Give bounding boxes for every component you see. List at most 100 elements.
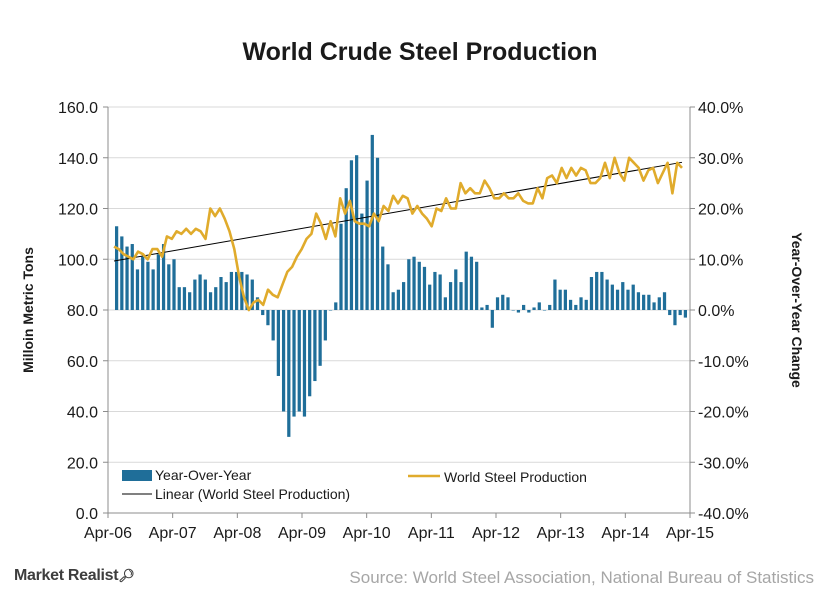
right-tick-label: 0.0% xyxy=(698,303,734,320)
yoy-bar xyxy=(365,180,369,310)
yoy-bar xyxy=(250,279,254,310)
yoy-bar xyxy=(219,277,223,310)
right-tick-label: 30.0% xyxy=(698,151,743,168)
yoy-bar xyxy=(391,292,395,310)
yoy-bars xyxy=(114,134,688,437)
y2-axis-title: Year-Over-Year Change xyxy=(789,232,805,388)
production-line-group xyxy=(113,156,683,312)
yoy-bar xyxy=(151,269,155,310)
left-tick-label: 60.0 xyxy=(67,354,98,371)
yoy-bar xyxy=(568,299,573,310)
yoy-bar xyxy=(276,310,280,376)
left-tick-label: 80.0 xyxy=(67,303,98,320)
yoy-bar xyxy=(527,310,531,313)
yoy-bar xyxy=(135,269,140,310)
yoy-bar xyxy=(245,274,249,310)
yoy-bar xyxy=(558,289,562,310)
yoy-bar xyxy=(156,254,160,310)
yoy-bar xyxy=(229,271,234,310)
yoy-bar xyxy=(297,310,301,412)
yoy-bar xyxy=(506,297,510,310)
yoy-bar xyxy=(417,261,421,310)
x-tick-label: Apr-11 xyxy=(408,525,455,542)
trendline-group xyxy=(113,161,683,262)
yoy-bar xyxy=(188,292,192,310)
yoy-bar xyxy=(589,277,594,310)
trendline xyxy=(113,161,683,262)
left-tick-label: 140.0 xyxy=(58,151,98,168)
yoy-bar xyxy=(287,310,291,437)
yoy-bar xyxy=(652,302,656,310)
yoy-bar xyxy=(360,213,364,310)
right-tick-label: -20.0% xyxy=(698,405,749,422)
yoy-bar xyxy=(161,244,166,310)
yoy-bar xyxy=(177,287,181,310)
yoy-bar xyxy=(438,274,442,310)
x-tick-label: Apr-10 xyxy=(343,525,391,542)
yoy-bar xyxy=(548,304,552,310)
yoy-bar xyxy=(328,310,333,311)
yoy-bar xyxy=(464,251,468,310)
yoy-bar xyxy=(349,160,354,310)
yoy-bar xyxy=(454,269,458,310)
x-tick-label: Apr-08 xyxy=(213,525,261,542)
yoy-bar xyxy=(214,287,218,310)
right-tick-label: -40.0% xyxy=(698,506,749,523)
yoy-bar xyxy=(475,261,479,310)
yoy-bar xyxy=(574,304,578,310)
yoy-bar xyxy=(339,223,343,310)
yoy-bar xyxy=(485,304,489,310)
yoy-bar xyxy=(344,188,348,310)
yoy-bar xyxy=(323,310,327,341)
yoy-bar xyxy=(495,297,500,310)
yoy-bar xyxy=(584,299,588,310)
yoy-bar xyxy=(146,261,150,310)
yoy-bar xyxy=(542,310,547,311)
yoy-bar xyxy=(198,274,202,310)
left-tick-label: 160.0 xyxy=(58,100,98,117)
right-tick-label: 20.0% xyxy=(698,202,743,219)
yoy-bar xyxy=(271,310,275,341)
legend-label-trendline: Linear (World Steel Production) xyxy=(155,486,350,502)
left-tick-label: 0.0 xyxy=(76,506,98,523)
yoy-bar xyxy=(172,259,176,310)
yoy-bar xyxy=(626,289,630,310)
yoy-bar xyxy=(537,302,541,310)
yoy-bar xyxy=(595,271,599,310)
yoy-bar xyxy=(120,236,124,310)
yoy-bar xyxy=(266,310,270,326)
yoy-bar xyxy=(480,307,484,310)
yoy-bar xyxy=(412,256,416,310)
yoy-bar xyxy=(318,310,322,366)
yoy-bar xyxy=(443,297,447,310)
yoy-bar xyxy=(302,310,307,417)
x-tick-label: Apr-09 xyxy=(278,525,326,542)
yoy-bar xyxy=(381,246,385,310)
yoy-bar xyxy=(401,282,406,310)
yoy-bar xyxy=(553,279,557,310)
yoy-bar xyxy=(662,292,667,310)
yoy-bar xyxy=(631,284,635,310)
yoy-bar xyxy=(678,310,682,316)
yoy-bar xyxy=(579,297,583,310)
x-tick-label: Apr-13 xyxy=(537,525,585,542)
chart-title: World Crude Steel Production xyxy=(242,38,598,66)
yoy-bar xyxy=(182,287,187,310)
yoy-bar xyxy=(459,282,463,310)
yoy-bar xyxy=(605,279,609,310)
yoy-bar xyxy=(668,310,672,316)
yoy-bar xyxy=(203,279,207,310)
x-tick-label: Apr-12 xyxy=(472,525,520,542)
yoy-bar xyxy=(516,310,521,313)
yoy-bar xyxy=(114,226,119,310)
legend-label-yoy: Year-Over-Year xyxy=(155,467,252,483)
yoy-bar xyxy=(469,256,474,310)
yoy-bar xyxy=(281,310,286,412)
yoy-bar xyxy=(501,294,505,310)
yoy-bar xyxy=(386,264,390,310)
source-note: Source: World Steel Association, Nationa… xyxy=(349,568,814,587)
yoy-bar xyxy=(673,310,677,326)
yoy-bar xyxy=(433,271,437,310)
yoy-bar xyxy=(193,279,197,310)
